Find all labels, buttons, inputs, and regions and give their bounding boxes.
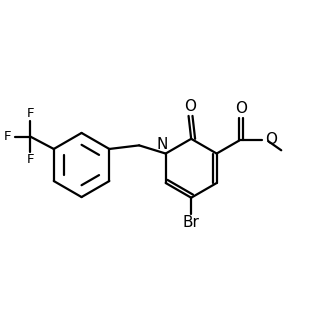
Text: O: O [235, 101, 247, 116]
Text: N: N [157, 137, 168, 152]
Text: O: O [184, 99, 197, 114]
Text: Br: Br [183, 215, 200, 230]
Text: F: F [4, 130, 11, 143]
Text: F: F [26, 107, 34, 120]
Text: O: O [265, 132, 277, 147]
Text: F: F [26, 153, 34, 166]
